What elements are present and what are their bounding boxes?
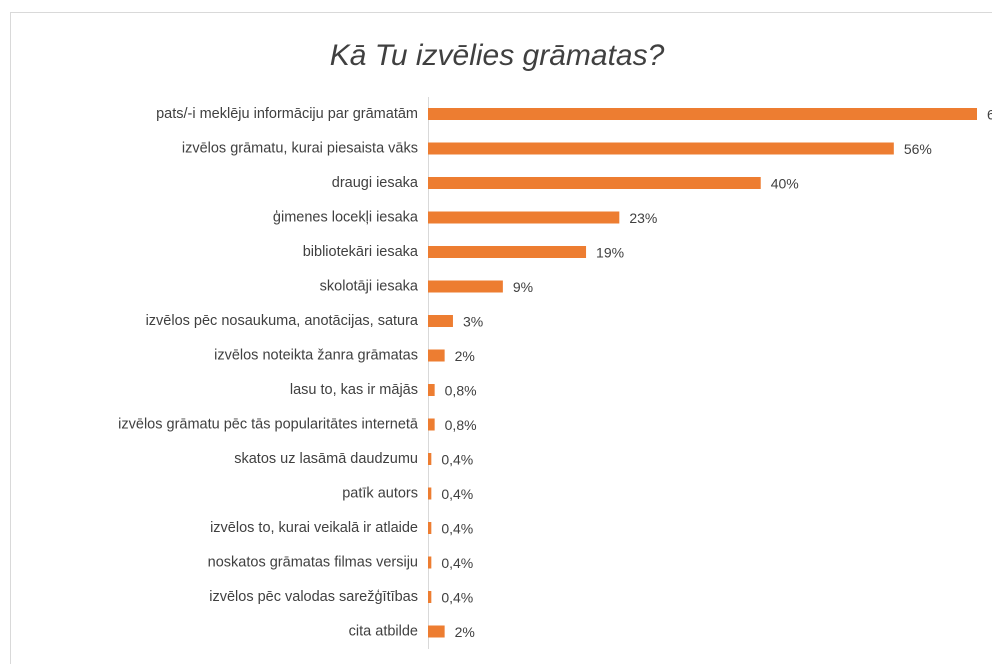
value-label: 0,4% bbox=[441, 486, 473, 502]
value-label: 0,8% bbox=[445, 417, 477, 433]
category-label: izvēlos grāmatu, kurai piesaista vāks bbox=[182, 140, 418, 156]
chart-title: Kā Tu izvēlies grāmatas? bbox=[330, 39, 665, 72]
bar bbox=[428, 315, 453, 327]
value-label: 40% bbox=[771, 176, 799, 192]
value-label: 56% bbox=[904, 141, 932, 157]
bar bbox=[428, 108, 977, 120]
category-label: izvēlos pēc valodas sarežģītības bbox=[209, 589, 418, 605]
bar bbox=[428, 453, 432, 465]
category-label: skolotāji iesaka bbox=[320, 278, 419, 294]
bar bbox=[428, 211, 620, 224]
category-label: lasu to, kas ir mājās bbox=[290, 382, 418, 398]
value-label: 3% bbox=[463, 314, 483, 330]
value-label: 19% bbox=[596, 245, 624, 261]
value-label: 0,4% bbox=[441, 555, 473, 571]
category-label: ģimenes locekļi iesaka bbox=[273, 209, 419, 225]
category-label: bibliotekāri iesaka bbox=[303, 244, 419, 260]
category-label: izvēlos noteikta žanra grāmatas bbox=[214, 347, 418, 363]
category-label: draugi iesaka bbox=[332, 175, 419, 191]
value-label: 2% bbox=[455, 348, 475, 364]
category-label: cita atbilde bbox=[349, 623, 418, 639]
category-label: izvēlos to, kurai veikalā ir atlaide bbox=[210, 520, 418, 536]
value-label: 9% bbox=[513, 279, 533, 295]
category-label: noskatos grāmatas filmas versiju bbox=[208, 554, 418, 570]
value-label: 23% bbox=[629, 210, 657, 226]
bar bbox=[428, 418, 435, 431]
bar bbox=[428, 556, 432, 569]
bar bbox=[428, 625, 445, 638]
category-label: pats/-i meklēju informāciju par grāmatām bbox=[156, 106, 418, 122]
bar bbox=[428, 384, 435, 396]
category-label: izvēlos grāmatu pēc tās popularitātes in… bbox=[118, 416, 419, 432]
bar bbox=[428, 177, 761, 189]
value-label: 66% bbox=[987, 107, 992, 123]
bar bbox=[428, 487, 432, 500]
bar bbox=[428, 246, 587, 258]
bar bbox=[428, 591, 432, 603]
value-label: 2% bbox=[455, 624, 475, 640]
value-label: 0,8% bbox=[445, 383, 477, 399]
chart-border bbox=[10, 12, 992, 664]
bar bbox=[428, 522, 432, 534]
bar bbox=[428, 349, 445, 362]
category-label: skatos uz lasāmā daudzumu bbox=[234, 451, 418, 467]
category-label: izvēlos pēc nosaukuma, anotācijas, satur… bbox=[146, 313, 419, 329]
value-label: 0,4% bbox=[441, 521, 473, 537]
bar bbox=[428, 142, 894, 155]
category-label: patīk autors bbox=[342, 485, 418, 501]
bar bbox=[428, 280, 503, 293]
value-label: 0,4% bbox=[441, 590, 473, 606]
value-label: 0,4% bbox=[441, 452, 473, 468]
